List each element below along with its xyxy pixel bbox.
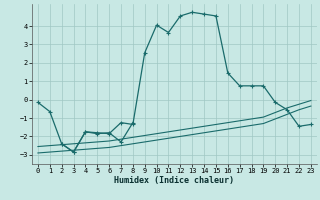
X-axis label: Humidex (Indice chaleur): Humidex (Indice chaleur): [115, 176, 234, 185]
